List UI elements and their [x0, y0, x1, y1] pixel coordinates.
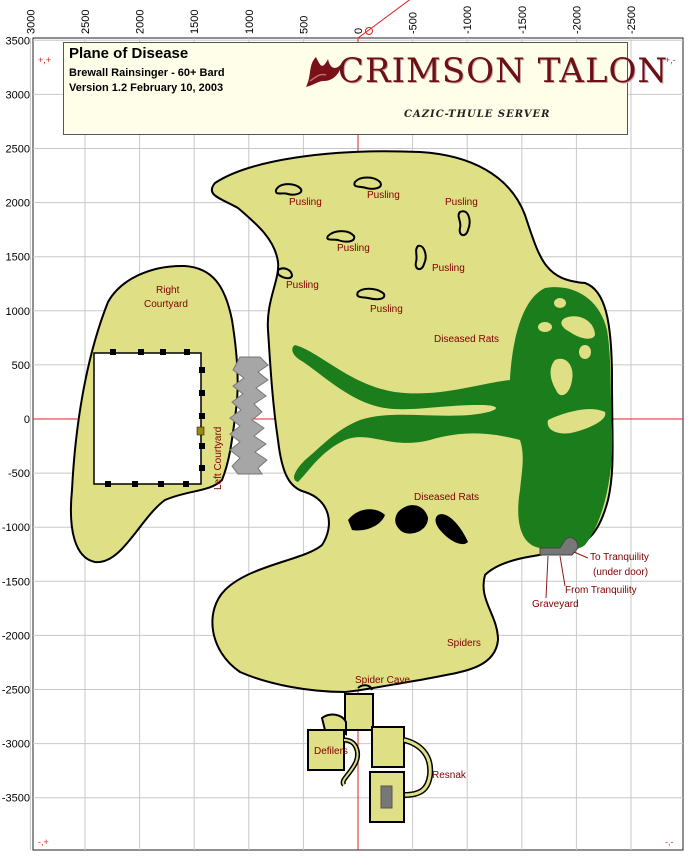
y-tick-label: -2500: [2, 685, 30, 697]
label-diseased-rats-1: Diseased Rats: [434, 334, 499, 345]
talon-claw-icon: [306, 57, 342, 87]
x-tick-label: 1500: [189, 10, 201, 34]
corner-marker-top-left: +,+: [38, 55, 51, 65]
spider-cave-structure: [307, 684, 434, 823]
corner-marker-top-right: +,-: [665, 55, 676, 65]
label-pusling-5: Pusling: [432, 263, 465, 274]
label-pusling-2: Pusling: [367, 190, 400, 201]
origin-marker: [365, 27, 373, 35]
courtyard-pillars: [105, 349, 205, 487]
y-tick-label: -2000: [2, 630, 30, 642]
y-tick-labels: 3500 3000 2500 2000 1500 1000 500 0 -500 -1000 -15…: [2, 35, 30, 804]
map-title-panel: Plane of Disease Brewall Rainsinger - 60…: [63, 42, 667, 135]
tranquility-portal: [539, 537, 579, 556]
x-tick-label: 0: [353, 28, 365, 34]
label-pusling-7: Pusling: [370, 304, 403, 315]
map-author: Brewall Rainsinger - 60+ Bard: [69, 67, 225, 79]
courtyard-building: [93, 352, 202, 485]
label-right-courtyard-line1: Right: [156, 285, 180, 296]
x-tick-label: -2000: [571, 6, 583, 34]
courtyard-door: [196, 426, 205, 436]
label-pusling-3: Pusling: [445, 197, 478, 208]
y-tick-label: -1000: [2, 522, 30, 534]
corner-marker-bottom-left: -,+: [38, 837, 49, 847]
label-diseased-rats-2: Diseased Rats: [414, 492, 479, 503]
rock-formations: [348, 505, 468, 545]
label-pusling-4: Pusling: [337, 243, 370, 254]
x-tick-label: -500: [408, 12, 420, 34]
y-tick-label: 2500: [6, 144, 30, 156]
label-to-tranquility-note: (under door): [593, 567, 648, 578]
corner-marker-bottom-right: -,-: [665, 837, 674, 847]
y-tick-label: 0: [24, 414, 30, 426]
x-tick-label: 500: [298, 16, 310, 34]
x-tick-label: 3000: [25, 10, 37, 34]
label-right-courtyard-line2: Courtyard: [144, 299, 188, 310]
y-tick-label: -1500: [2, 576, 30, 588]
y-tick-label: 3500: [6, 35, 30, 47]
x-tick-label: -1500: [517, 6, 529, 34]
x-tick-label: -1000: [462, 6, 474, 34]
label-graveyard: Graveyard: [532, 599, 579, 610]
label-spiders: Spiders: [447, 638, 481, 649]
label-spider-cave: Spider Cave: [355, 675, 410, 686]
y-tick-label: 3000: [6, 89, 30, 101]
server-name: CAZIC-THULE SERVER: [404, 109, 551, 120]
label-from-tranquility: From Tranquility: [565, 585, 637, 596]
y-tick-label: 500: [12, 360, 30, 372]
grass-area: [292, 287, 613, 551]
y-tick-label: 1500: [6, 252, 30, 264]
y-tick-label: 1000: [6, 306, 30, 318]
x-tick-label: -2500: [626, 6, 638, 34]
logo-text: CRIMSON TALON: [338, 51, 669, 91]
map-title: Plane of Disease: [69, 45, 189, 62]
y-tick-label: -500: [8, 468, 30, 480]
y-tick-label: 2000: [6, 198, 30, 210]
x-tick-labels: 3000 2500 2000 1500 1000 500 0 -500 -1000 -1500 -2…: [25, 6, 638, 34]
label-resnak: Resnak: [432, 770, 467, 781]
grass-clearings: [538, 298, 606, 434]
label-defilers: Defilers: [314, 746, 348, 757]
pusling-dens: [274, 176, 471, 301]
y-tick-label: -3000: [2, 739, 30, 751]
x-tick-label: 2500: [80, 10, 92, 34]
x-tick-label: 2000: [135, 10, 147, 34]
label-to-tranquility: To Tranquility: [590, 552, 649, 563]
y-tick-label: -3500: [2, 793, 30, 805]
rock-bridge: [229, 356, 269, 475]
x-tick-label: 1000: [244, 10, 256, 34]
crimson-talon-logo: CRIMSON TALON: [302, 47, 667, 95]
compass-line: [357, 0, 411, 39]
tranquility-pointers: [545, 551, 589, 599]
map-version: Version 1.2 February 10, 2003: [69, 82, 224, 94]
label-left-courtyard: Left Courtyard: [213, 427, 224, 490]
label-pusling-6: Pusling: [286, 280, 319, 291]
label-pusling-1: Pusling: [289, 197, 322, 208]
